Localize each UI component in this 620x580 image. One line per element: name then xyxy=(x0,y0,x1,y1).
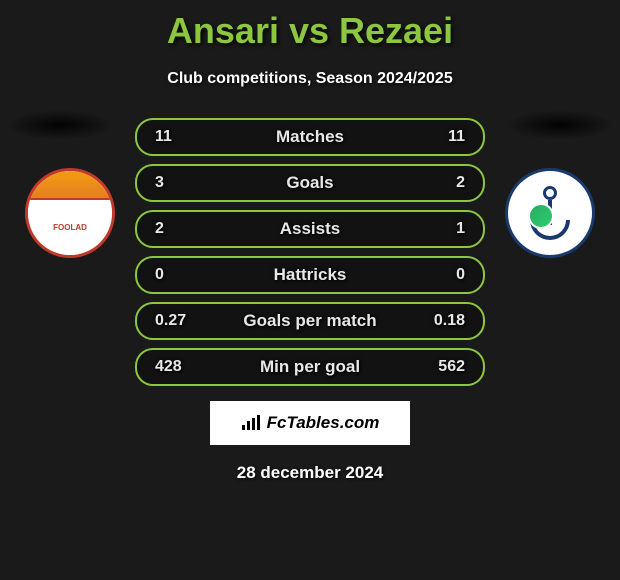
stat-right-value: 2 xyxy=(425,174,465,192)
stat-row-matches: 11 Matches 11 xyxy=(135,118,485,156)
stat-right-value: 0 xyxy=(425,266,465,284)
stat-label: Min per goal xyxy=(260,357,360,377)
stats-panel: 11 Matches 11 3 Goals 2 2 Assists 1 0 Ha… xyxy=(135,118,485,386)
stat-left-value: 428 xyxy=(155,358,195,376)
footer-date: 28 december 2024 xyxy=(0,463,620,483)
stat-label: Goals per match xyxy=(243,311,376,331)
wave-badge-icon xyxy=(528,203,554,229)
stat-row-goals: 3 Goals 2 xyxy=(135,164,485,202)
branding-badge: FcTables.com xyxy=(210,401,410,445)
stat-label: Matches xyxy=(276,127,344,147)
stat-left-value: 0 xyxy=(155,266,195,284)
stat-label: Goals xyxy=(286,173,333,193)
stat-right-value: 1 xyxy=(425,220,465,238)
stat-left-value: 0.27 xyxy=(155,312,195,330)
stat-left-value: 11 xyxy=(155,128,195,146)
foolad-fc-crest: FOOLAD xyxy=(25,168,115,258)
stat-left-value: 2 xyxy=(155,220,195,238)
page-title: Ansari vs Rezaei xyxy=(0,0,620,52)
crest-pattern-icon xyxy=(28,171,112,200)
crest-text: FOOLAD xyxy=(28,200,112,255)
stat-right-value: 0.18 xyxy=(425,312,465,330)
stat-row-hattricks: 0 Hattricks 0 xyxy=(135,256,485,294)
branding-text: FcTables.com xyxy=(267,413,380,433)
shadow-right xyxy=(505,110,615,140)
stat-right-value: 11 xyxy=(425,128,465,146)
chart-icon xyxy=(241,415,261,431)
shadow-left xyxy=(5,110,115,140)
stat-row-goals-per-match: 0.27 Goals per match 0.18 xyxy=(135,302,485,340)
stat-left-value: 3 xyxy=(155,174,195,192)
stat-label: Assists xyxy=(280,219,340,239)
stat-row-min-per-goal: 428 Min per goal 562 xyxy=(135,348,485,386)
subtitle: Club competitions, Season 2024/2025 xyxy=(0,70,620,88)
comparison-container: FOOLAD 11 Matches 11 3 Goals 2 2 Assists… xyxy=(0,118,620,386)
stat-row-assists: 2 Assists 1 xyxy=(135,210,485,248)
stat-right-value: 562 xyxy=(425,358,465,376)
stat-label: Hattricks xyxy=(274,265,347,285)
malavan-fc-crest xyxy=(505,168,595,258)
